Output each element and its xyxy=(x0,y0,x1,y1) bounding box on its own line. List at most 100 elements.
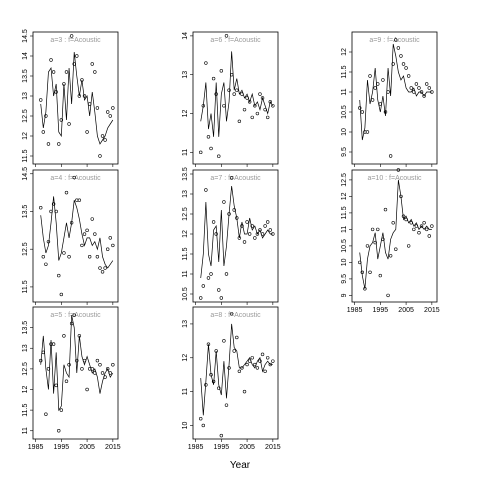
point xyxy=(247,359,252,363)
point xyxy=(419,224,424,228)
point xyxy=(108,114,112,118)
point xyxy=(430,90,434,94)
point xyxy=(265,115,270,120)
point xyxy=(201,104,206,108)
point xyxy=(103,375,107,379)
point xyxy=(69,34,74,38)
point xyxy=(211,76,216,81)
point xyxy=(370,227,375,232)
point xyxy=(391,62,395,66)
point xyxy=(82,232,87,236)
point xyxy=(268,100,272,104)
point xyxy=(224,403,229,407)
point xyxy=(381,78,385,82)
point xyxy=(255,111,260,116)
point xyxy=(240,92,244,96)
x-tick-label: 1985 xyxy=(28,444,44,451)
point xyxy=(67,255,71,259)
point xyxy=(49,209,53,214)
strip-label: a=10 : f=Acoustic xyxy=(367,175,422,182)
point xyxy=(100,270,105,274)
point xyxy=(103,138,107,142)
x-tick-label: 2005 xyxy=(239,444,255,451)
strip-label: a=6 : f=Acoustic xyxy=(210,37,261,44)
point xyxy=(253,104,257,108)
point xyxy=(100,371,105,375)
point xyxy=(399,194,403,199)
panel-frame xyxy=(192,169,279,303)
point xyxy=(204,188,208,192)
point xyxy=(232,92,236,96)
point xyxy=(358,260,362,265)
point xyxy=(46,239,51,244)
point xyxy=(206,276,211,280)
y-tick-label: 12.5 xyxy=(22,242,29,256)
point xyxy=(105,247,110,251)
x-tick-label: 2005 xyxy=(398,307,414,314)
point xyxy=(217,154,221,158)
x-tick-label: 2015 xyxy=(105,444,121,451)
point xyxy=(424,227,429,232)
point xyxy=(245,362,249,367)
point xyxy=(368,270,372,274)
x-tick-label: 2005 xyxy=(79,444,95,451)
point xyxy=(268,362,272,367)
point xyxy=(69,221,74,225)
point xyxy=(227,212,231,216)
y-tick-label: 11.5 xyxy=(341,65,348,78)
point xyxy=(406,74,411,78)
point xyxy=(69,321,74,326)
x-tick-label: 1995 xyxy=(54,444,70,451)
point xyxy=(250,356,254,360)
y-tick-label: 10.5 xyxy=(341,105,348,119)
point xyxy=(49,58,53,62)
point xyxy=(388,254,393,258)
point xyxy=(409,86,413,90)
point xyxy=(54,383,58,388)
point xyxy=(386,293,390,298)
point xyxy=(59,118,64,122)
point xyxy=(105,110,110,114)
point xyxy=(401,62,406,66)
point xyxy=(370,98,375,102)
fit-line xyxy=(40,196,114,269)
point xyxy=(219,296,224,300)
point xyxy=(46,142,51,146)
point xyxy=(90,367,94,371)
point xyxy=(258,359,262,363)
y-tick-label: 14.5 xyxy=(22,29,29,43)
point xyxy=(386,90,390,94)
point xyxy=(51,70,56,74)
point xyxy=(378,273,383,278)
point xyxy=(422,221,426,225)
y-tick-label: 14.5 xyxy=(22,167,29,181)
point xyxy=(258,228,262,232)
point xyxy=(383,207,388,212)
point xyxy=(258,92,262,96)
point xyxy=(199,150,203,155)
point xyxy=(214,92,218,96)
point xyxy=(232,208,236,212)
point xyxy=(240,224,244,228)
point xyxy=(206,135,211,139)
point xyxy=(255,366,260,370)
y-tick-label: 13 xyxy=(22,344,29,352)
point xyxy=(424,82,429,86)
point xyxy=(422,94,426,98)
point xyxy=(105,367,110,371)
point xyxy=(268,228,272,232)
point xyxy=(250,224,254,228)
point xyxy=(39,358,43,363)
y-tick-label: 9 xyxy=(341,293,348,297)
point xyxy=(93,371,97,375)
fit-line xyxy=(40,51,114,145)
point xyxy=(365,130,370,134)
y-tick-label: 10 xyxy=(341,258,348,266)
point xyxy=(240,366,244,370)
y-tick-label: 11 xyxy=(182,270,189,277)
y-tick-label: 11.5 xyxy=(22,149,29,162)
point xyxy=(376,227,380,232)
point xyxy=(82,94,87,98)
point xyxy=(44,412,48,416)
point xyxy=(62,251,66,255)
